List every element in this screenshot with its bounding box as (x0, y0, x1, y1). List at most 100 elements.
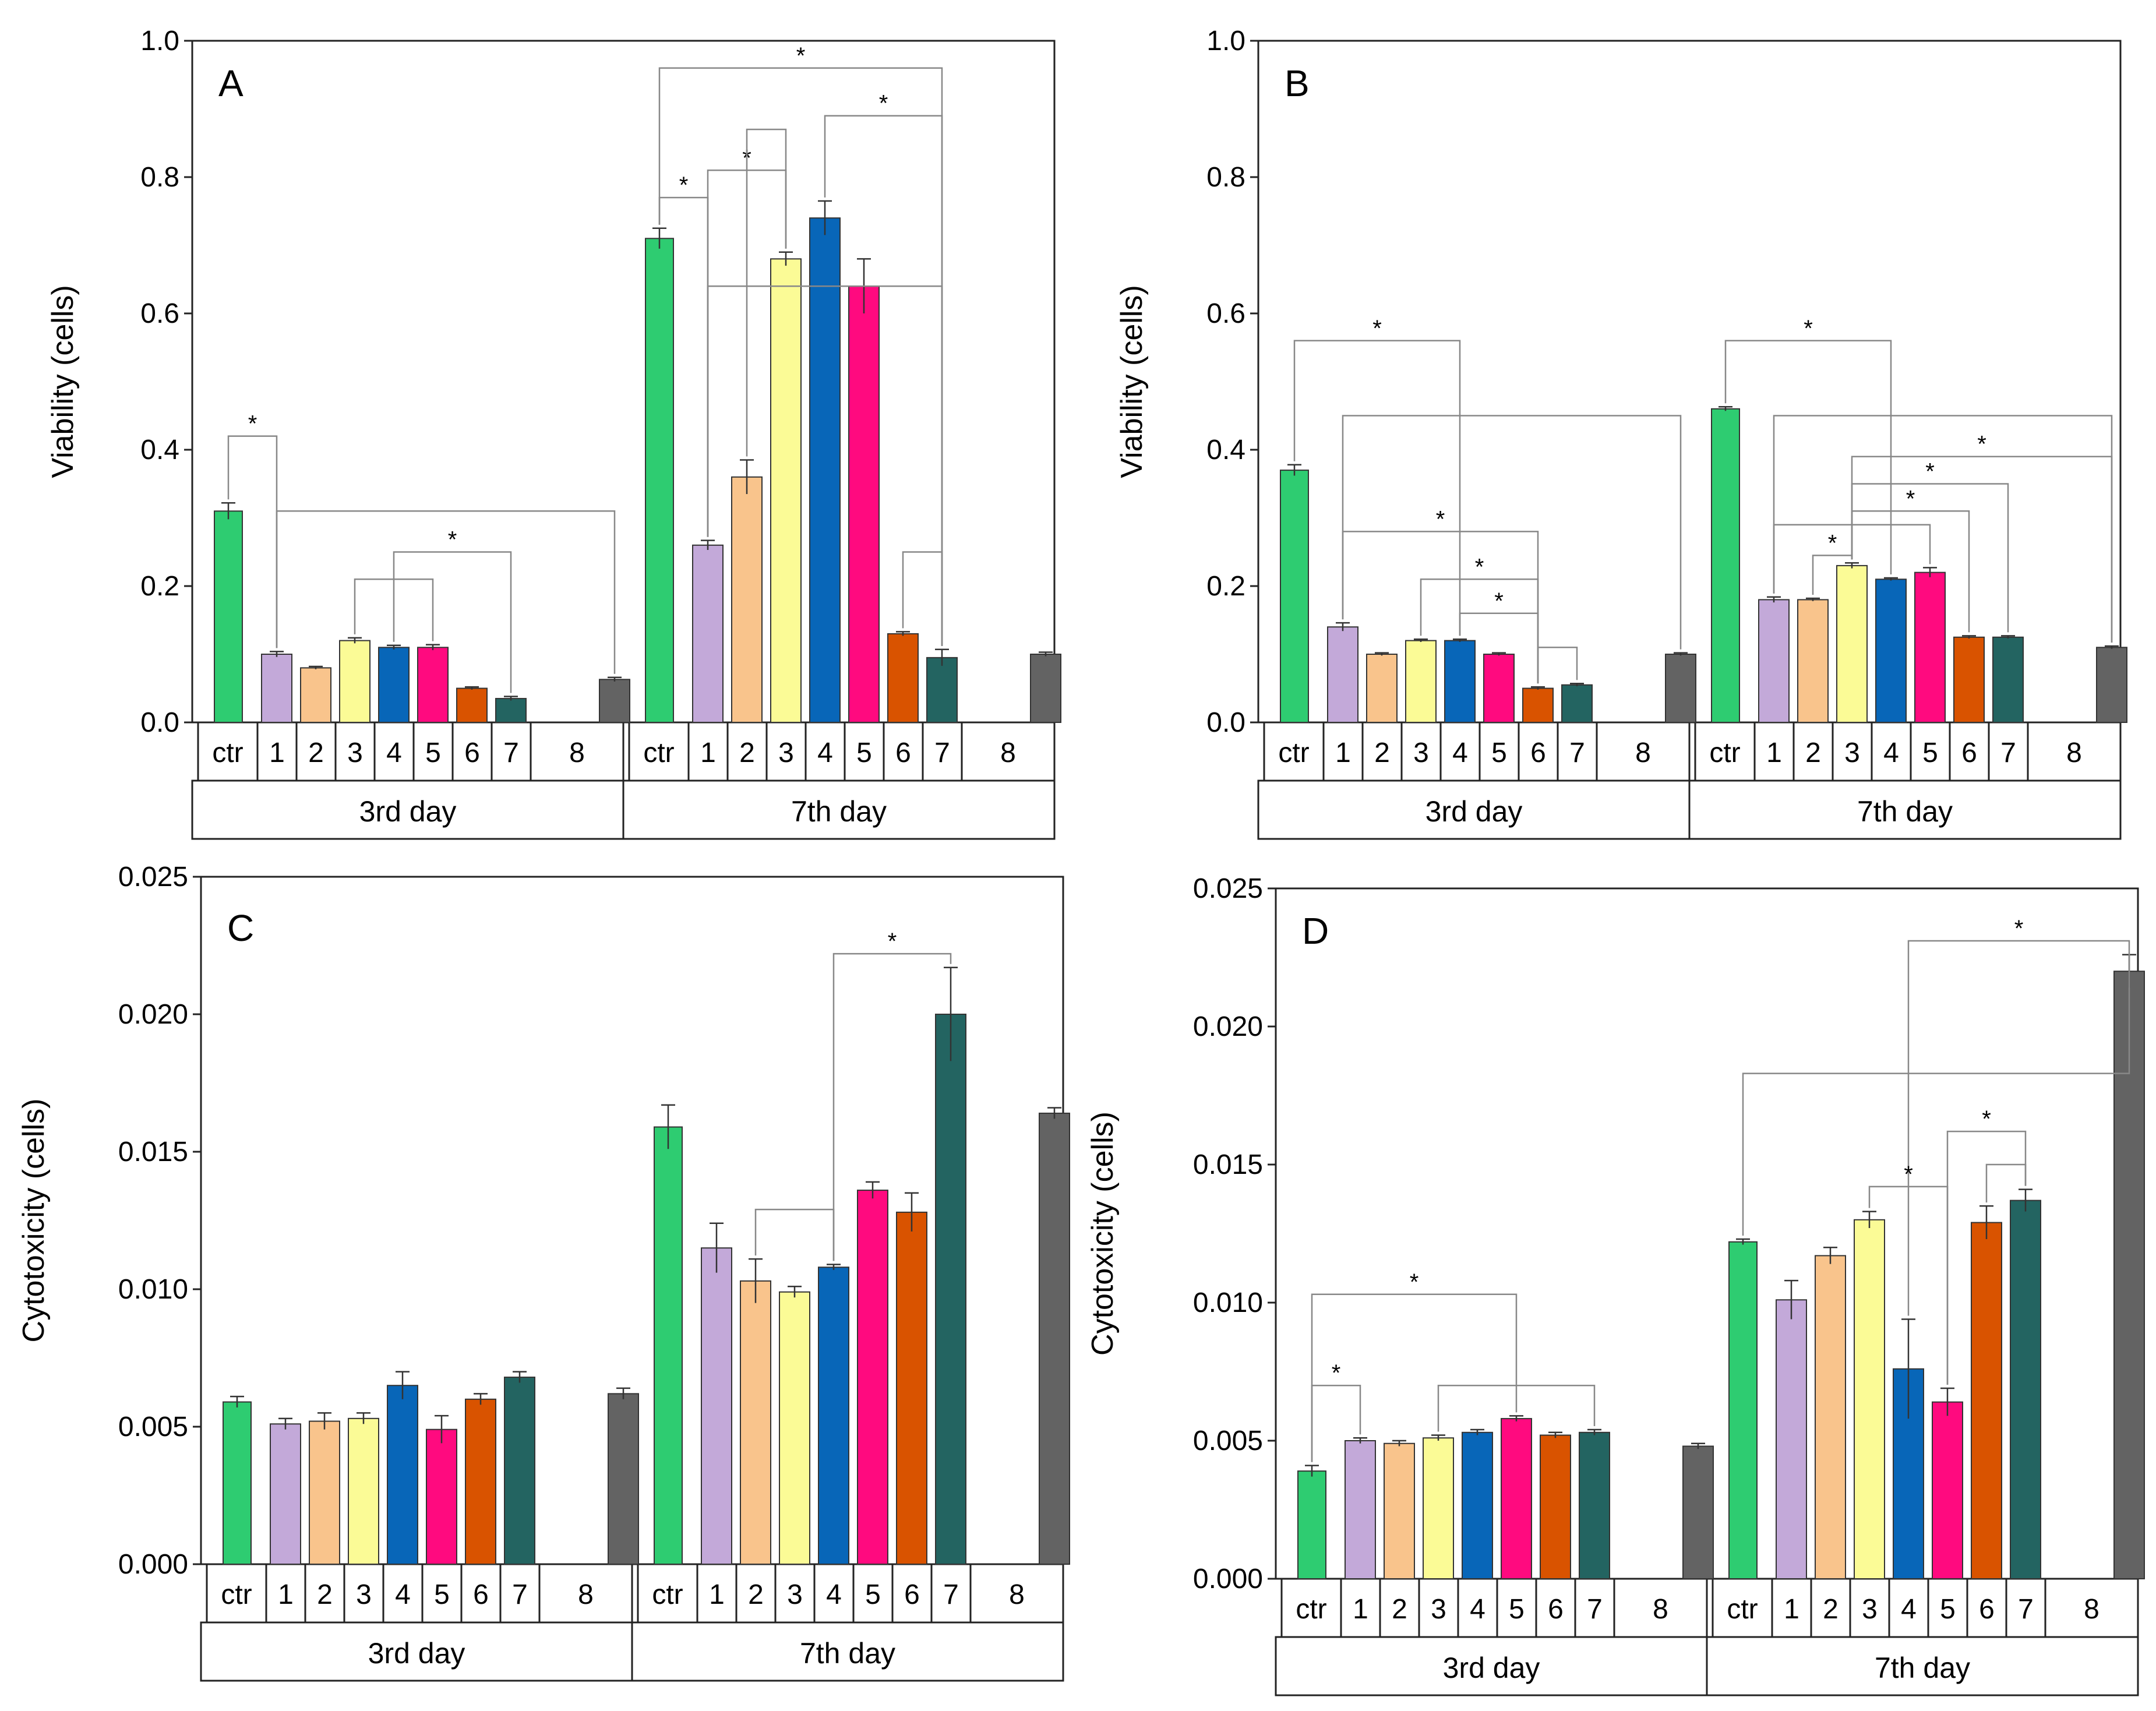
bar (809, 217, 841, 723)
y-tick-label: 0.0 (1206, 707, 1245, 738)
significance-bracket (393, 551, 512, 693)
category-label: 7 (1587, 1594, 1603, 1625)
bar (731, 476, 763, 723)
significance-bracket (746, 128, 787, 457)
category-label: 8 (1653, 1594, 1668, 1625)
significance-bracket (1946, 1130, 2027, 1385)
bar (339, 640, 370, 723)
bar (223, 1401, 252, 1565)
bar (1836, 565, 1868, 724)
significance-bracket (1907, 940, 2130, 1316)
bar (1462, 1431, 1493, 1580)
significance-bracket (1311, 1384, 1361, 1462)
panel-letter: A (218, 62, 244, 104)
significance-star: * (1828, 530, 1837, 556)
category-label: ctr (652, 1579, 683, 1610)
significance-bracket (1812, 555, 1853, 595)
significance-bracket (1342, 415, 1682, 650)
category-label: 4 (817, 738, 833, 768)
y-tick-label: 0.015 (1193, 1149, 1263, 1180)
group-label: 7th day (1857, 795, 1953, 828)
bar (387, 1385, 418, 1565)
significance-bracket (1724, 340, 1892, 574)
y-tick-label: 0.025 (118, 862, 188, 892)
group-label: 3rd day (368, 1637, 465, 1670)
category-label: ctr (1727, 1594, 1758, 1625)
panel-A: A 0.0 0.2 0.4 0.6 0.8 1.0 Viability (cells) ctr 1… (46, 26, 1061, 840)
category-label: 7 (934, 738, 950, 768)
significance-bracket (1293, 340, 1461, 636)
category-label: 7 (503, 738, 519, 768)
y-axis-label: Cytotoxicity (cells) (17, 1099, 51, 1343)
y-tick-label: 1.0 (1206, 26, 1245, 57)
significance-star: * (248, 411, 257, 437)
y-tick-label: 0.005 (118, 1412, 188, 1442)
category-label: 3 (778, 738, 794, 768)
category-label: 6 (464, 738, 480, 768)
panel-letter: C (227, 907, 254, 949)
y-tick-label: 0.020 (1193, 1011, 1263, 1042)
group-label: 3rd day (359, 795, 457, 828)
group-label: 3rd day (1425, 795, 1523, 828)
category-label: 2 (1805, 738, 1821, 768)
y-tick-label: 0.010 (1193, 1287, 1263, 1318)
category-label: 2 (739, 738, 755, 768)
significance-star: * (1977, 432, 1986, 457)
category-label: 6 (895, 738, 911, 768)
category-label: 7 (943, 1579, 959, 1610)
category-label: 5 (1509, 1594, 1525, 1625)
category-label: 1 (1784, 1594, 1799, 1625)
category-label: 1 (269, 738, 285, 768)
category-label: ctr (1278, 738, 1309, 768)
category-label: 7 (512, 1579, 528, 1610)
group-label: 3rd day (1443, 1652, 1540, 1684)
bar (1579, 1431, 1610, 1580)
y-tick-label: 0.2 (140, 571, 179, 602)
category-label: 7 (2018, 1594, 2034, 1625)
bar (2010, 1200, 2041, 1580)
panel-letter: B (1285, 62, 1310, 104)
y-tick-label: 0.000 (1193, 1564, 1263, 1594)
bar (309, 1420, 340, 1565)
bar (935, 1014, 966, 1565)
significance-star: * (1982, 1106, 1991, 1132)
bar (214, 510, 243, 723)
category-label: 2 (1374, 738, 1390, 768)
bar (692, 544, 724, 723)
category-label: 6 (473, 1579, 489, 1610)
category-label: 5 (1491, 738, 1507, 768)
significance-star: * (796, 43, 806, 69)
category-label: 4 (1470, 1594, 1485, 1625)
bar (818, 1267, 849, 1565)
y-tick-label: 0.025 (1193, 873, 1263, 904)
significance-star: * (2014, 916, 2024, 941)
y-tick-label: 0.6 (140, 298, 179, 329)
bar (1384, 1442, 1415, 1579)
bar (1501, 1418, 1532, 1580)
bar (495, 698, 527, 724)
bar (1854, 1219, 1885, 1580)
significance-bracket (832, 952, 952, 1261)
bar (1932, 1401, 1963, 1579)
bar (1665, 654, 1696, 723)
bar (1711, 408, 1740, 723)
bar (926, 657, 958, 723)
category-label: 6 (904, 1579, 920, 1610)
significance-star: * (1372, 316, 1382, 341)
panel-letter: D (1302, 910, 1329, 952)
category-label: 2 (1392, 1594, 1407, 1625)
category-label: 8 (2066, 738, 2082, 768)
group-label: 7th day (1875, 1652, 1970, 1684)
bar (779, 1291, 810, 1565)
category-label: 4 (395, 1579, 411, 1610)
category-label: 1 (1335, 738, 1351, 768)
category-label: 8 (1635, 738, 1651, 768)
category-label: ctr (212, 738, 243, 768)
y-tick-label: 0.8 (1206, 162, 1245, 193)
bar (1522, 687, 1554, 723)
bar (1327, 626, 1358, 723)
y-tick-label: 0.020 (118, 999, 188, 1030)
category-label: 2 (308, 738, 324, 768)
category-label: 3 (787, 1579, 803, 1610)
